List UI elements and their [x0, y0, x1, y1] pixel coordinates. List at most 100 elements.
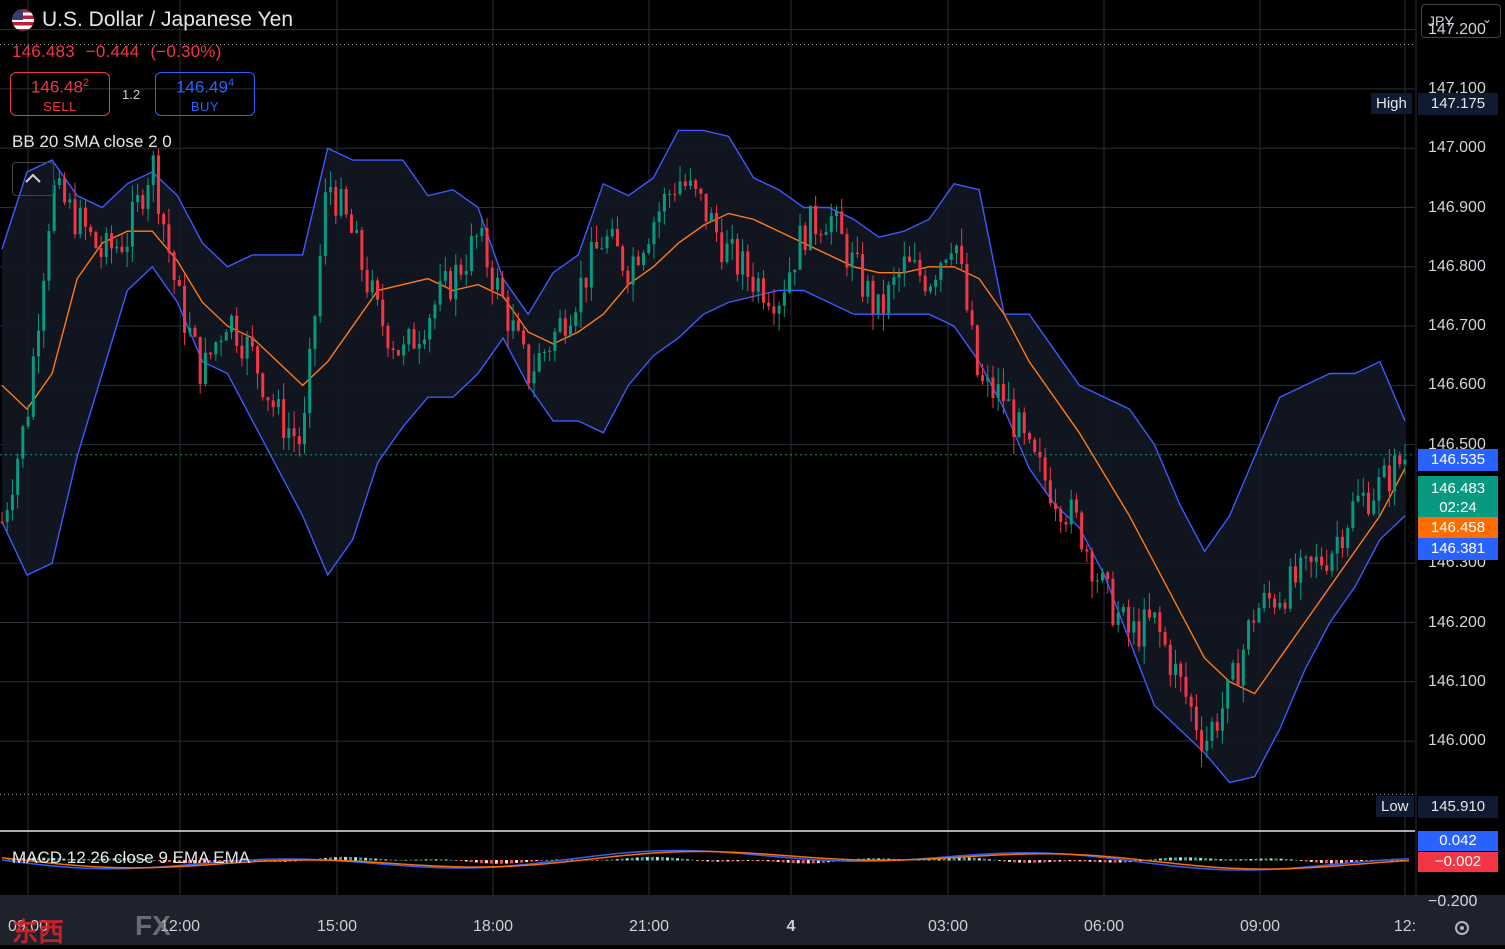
- macd-hist-bar: [957, 857, 961, 861]
- macd-hist-bar: [459, 860, 463, 861]
- candle-body: [1382, 465, 1386, 478]
- macd-hist-bar: [1163, 858, 1167, 861]
- price-change-pct: (−0.30%): [150, 42, 222, 61]
- candle-body: [1184, 676, 1188, 697]
- macd-hist-bar: [816, 860, 820, 864]
- macd-hist-bar: [650, 856, 654, 861]
- macd-hist-bar: [1224, 859, 1228, 861]
- candle-body: [1001, 383, 1005, 402]
- candle-body: [537, 353, 541, 372]
- macd-hist-bar: [1153, 859, 1157, 861]
- macd-hist-bar: [1239, 859, 1243, 861]
- candle-body: [704, 193, 708, 222]
- candle-body: [866, 280, 870, 297]
- candle-body: [146, 185, 150, 210]
- macd-hist-bar: [545, 859, 549, 861]
- macd-hist-bar: [1294, 859, 1298, 861]
- last-price: 146.483: [12, 42, 75, 61]
- price-change: −0.444: [85, 42, 140, 61]
- macd-hist-bar: [1013, 860, 1017, 863]
- macd-hist-bar: [1289, 859, 1293, 861]
- candle-body: [313, 316, 317, 349]
- gear-icon[interactable]: [1452, 918, 1472, 938]
- candle-body: [1100, 572, 1104, 581]
- spread-value: 1.2: [122, 87, 141, 102]
- buy-button[interactable]: 146.494 BUY: [155, 72, 255, 116]
- macd-hist-bar: [1395, 860, 1399, 861]
- macd-hist-bar: [323, 857, 327, 861]
- candle-body: [532, 371, 536, 384]
- macd-hist-bar: [384, 859, 388, 861]
- candle-body: [902, 256, 906, 274]
- candle-body: [553, 331, 557, 351]
- macd-hist-bar: [1088, 860, 1092, 862]
- macd-hist-bar: [1355, 860, 1359, 863]
- macd-hist-bar: [484, 860, 488, 864]
- candle-body: [1309, 556, 1313, 562]
- candle-body: [469, 236, 473, 271]
- macd-hist-bar: [47, 857, 51, 861]
- macd-hist-bar: [806, 860, 810, 864]
- candle-body: [1085, 549, 1089, 552]
- candle-body: [668, 193, 672, 195]
- candle-body: [1325, 565, 1329, 571]
- candle-body: [495, 277, 499, 290]
- candle-body: [662, 194, 666, 212]
- candle-body: [730, 239, 734, 244]
- candle-body: [162, 213, 166, 225]
- candle-body: [542, 351, 546, 354]
- candle-body: [699, 188, 703, 194]
- candle-body: [94, 232, 98, 248]
- candle-body: [297, 436, 301, 445]
- candle-body: [1278, 602, 1282, 608]
- candle-body: [125, 246, 129, 252]
- candle-body: [443, 270, 447, 281]
- macd-hist-bar: [1279, 858, 1283, 861]
- bb-indicator-label[interactable]: BB 20 SMA close 2 0: [12, 132, 172, 151]
- candle-body: [391, 348, 395, 351]
- candle-body: [1121, 606, 1125, 613]
- macd-hist-bar: [1063, 860, 1067, 862]
- candle-body: [767, 302, 771, 307]
- candle-body: [772, 306, 776, 314]
- candle-body: [412, 329, 416, 349]
- sell-button[interactable]: 146.482 SELL: [10, 72, 110, 116]
- macd-hist-bar: [696, 860, 700, 861]
- candles: [0, 43, 1415, 795]
- macd-hist-bar: [620, 858, 624, 861]
- candle-body: [1257, 608, 1261, 623]
- candle-body: [574, 312, 578, 326]
- candle-body: [57, 178, 61, 186]
- macd-hist-bar: [339, 856, 343, 861]
- candle-body: [323, 192, 327, 256]
- macd-hist-bar: [766, 860, 770, 862]
- macd-hist-bar: [52, 858, 56, 861]
- price-tick-label: 146.100: [1428, 672, 1486, 690]
- candle-body: [647, 244, 651, 253]
- macd-hist-bar: [1334, 860, 1338, 864]
- macd-hist-bar: [1093, 860, 1097, 862]
- macd-hist-bar: [535, 860, 539, 862]
- signal-line: [1, 850, 1410, 870]
- candle-body: [631, 256, 635, 285]
- macd-hist-bar: [57, 858, 61, 861]
- macd-hist-bar: [1168, 857, 1172, 861]
- macd-hist-bar: [1043, 860, 1047, 863]
- macd-hist-bar: [686, 859, 690, 861]
- macd-hist-bar: [691, 859, 695, 861]
- candle-body: [490, 267, 494, 290]
- candle-body: [1273, 598, 1277, 608]
- collapse-button[interactable]: [12, 162, 54, 196]
- candle-body: [1158, 612, 1162, 632]
- candle-body: [777, 305, 781, 314]
- watermark-cn: 东西: [12, 917, 65, 947]
- macd-hist-bar: [550, 859, 554, 861]
- currency-select[interactable]: JPY ⌄: [1421, 4, 1501, 38]
- candle-body: [986, 377, 990, 382]
- macd-indicator-label[interactable]: MACD 12 26 close 9 EMA EMA: [12, 848, 251, 867]
- macd-hist-bar: [409, 859, 413, 861]
- candle-body: [151, 155, 155, 186]
- macd-hist-bar: [1204, 858, 1208, 861]
- candle-body: [715, 212, 719, 233]
